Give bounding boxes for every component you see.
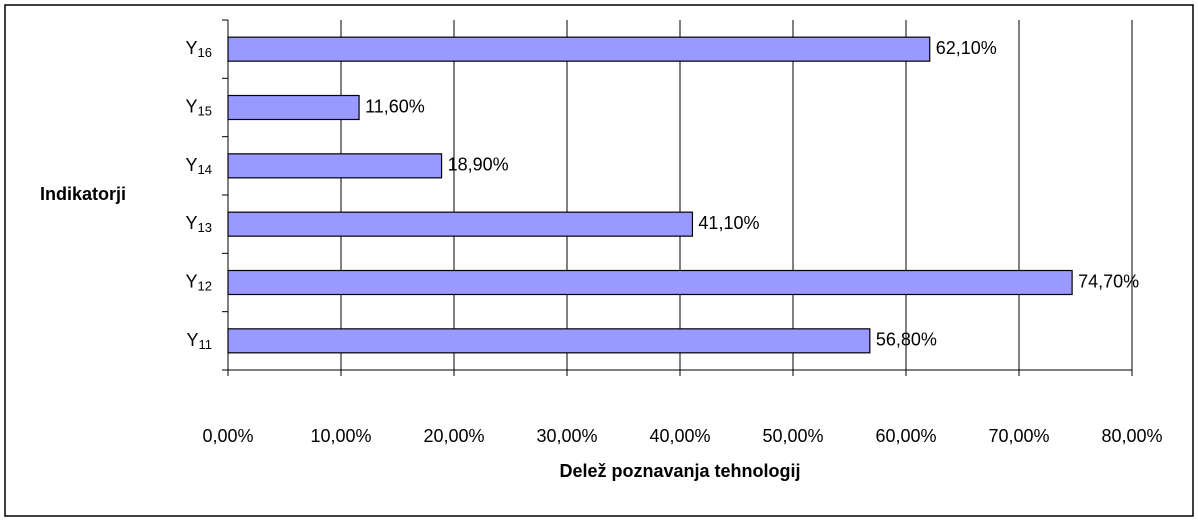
value-label: 41,10% xyxy=(698,213,759,233)
chart-border xyxy=(4,4,1194,517)
value-label: 74,70% xyxy=(1078,271,1139,291)
y-tick-label: Y11 xyxy=(186,330,212,353)
bar xyxy=(227,153,443,179)
bar xyxy=(227,36,931,62)
x-tick-label: 80,00% xyxy=(1101,426,1162,446)
x-tick-label: 70,00% xyxy=(988,426,1049,446)
value-label: 11,60% xyxy=(365,96,425,116)
y-tick-label: Y13 xyxy=(186,213,212,236)
bar xyxy=(227,328,871,354)
y-tick-label: Y15 xyxy=(186,96,212,119)
x-tick-label: 30,00% xyxy=(536,426,597,446)
y-tick-label: Y12 xyxy=(186,271,212,294)
x-axis-title: Delež poznavanja tehnologij xyxy=(559,461,800,481)
x-tick-label: 60,00% xyxy=(875,426,936,446)
value-label: 62,10% xyxy=(936,38,997,58)
y-tick-label: Y16 xyxy=(186,38,212,61)
y-axis-title: Indikatorji xyxy=(40,184,126,204)
y-tick-label: Y14 xyxy=(186,155,212,178)
bar xyxy=(227,211,694,237)
value-label: 56,80% xyxy=(876,330,937,350)
x-tick-label: 10,00% xyxy=(310,426,371,446)
bar xyxy=(227,94,360,121)
x-tick-label: 20,00% xyxy=(423,426,484,446)
x-tick-label: 50,00% xyxy=(762,426,823,446)
x-tick-label: 40,00% xyxy=(649,426,710,446)
value-label: 18,90% xyxy=(448,155,509,175)
bar xyxy=(227,269,1073,296)
x-tick-label: 0,00% xyxy=(202,426,253,446)
